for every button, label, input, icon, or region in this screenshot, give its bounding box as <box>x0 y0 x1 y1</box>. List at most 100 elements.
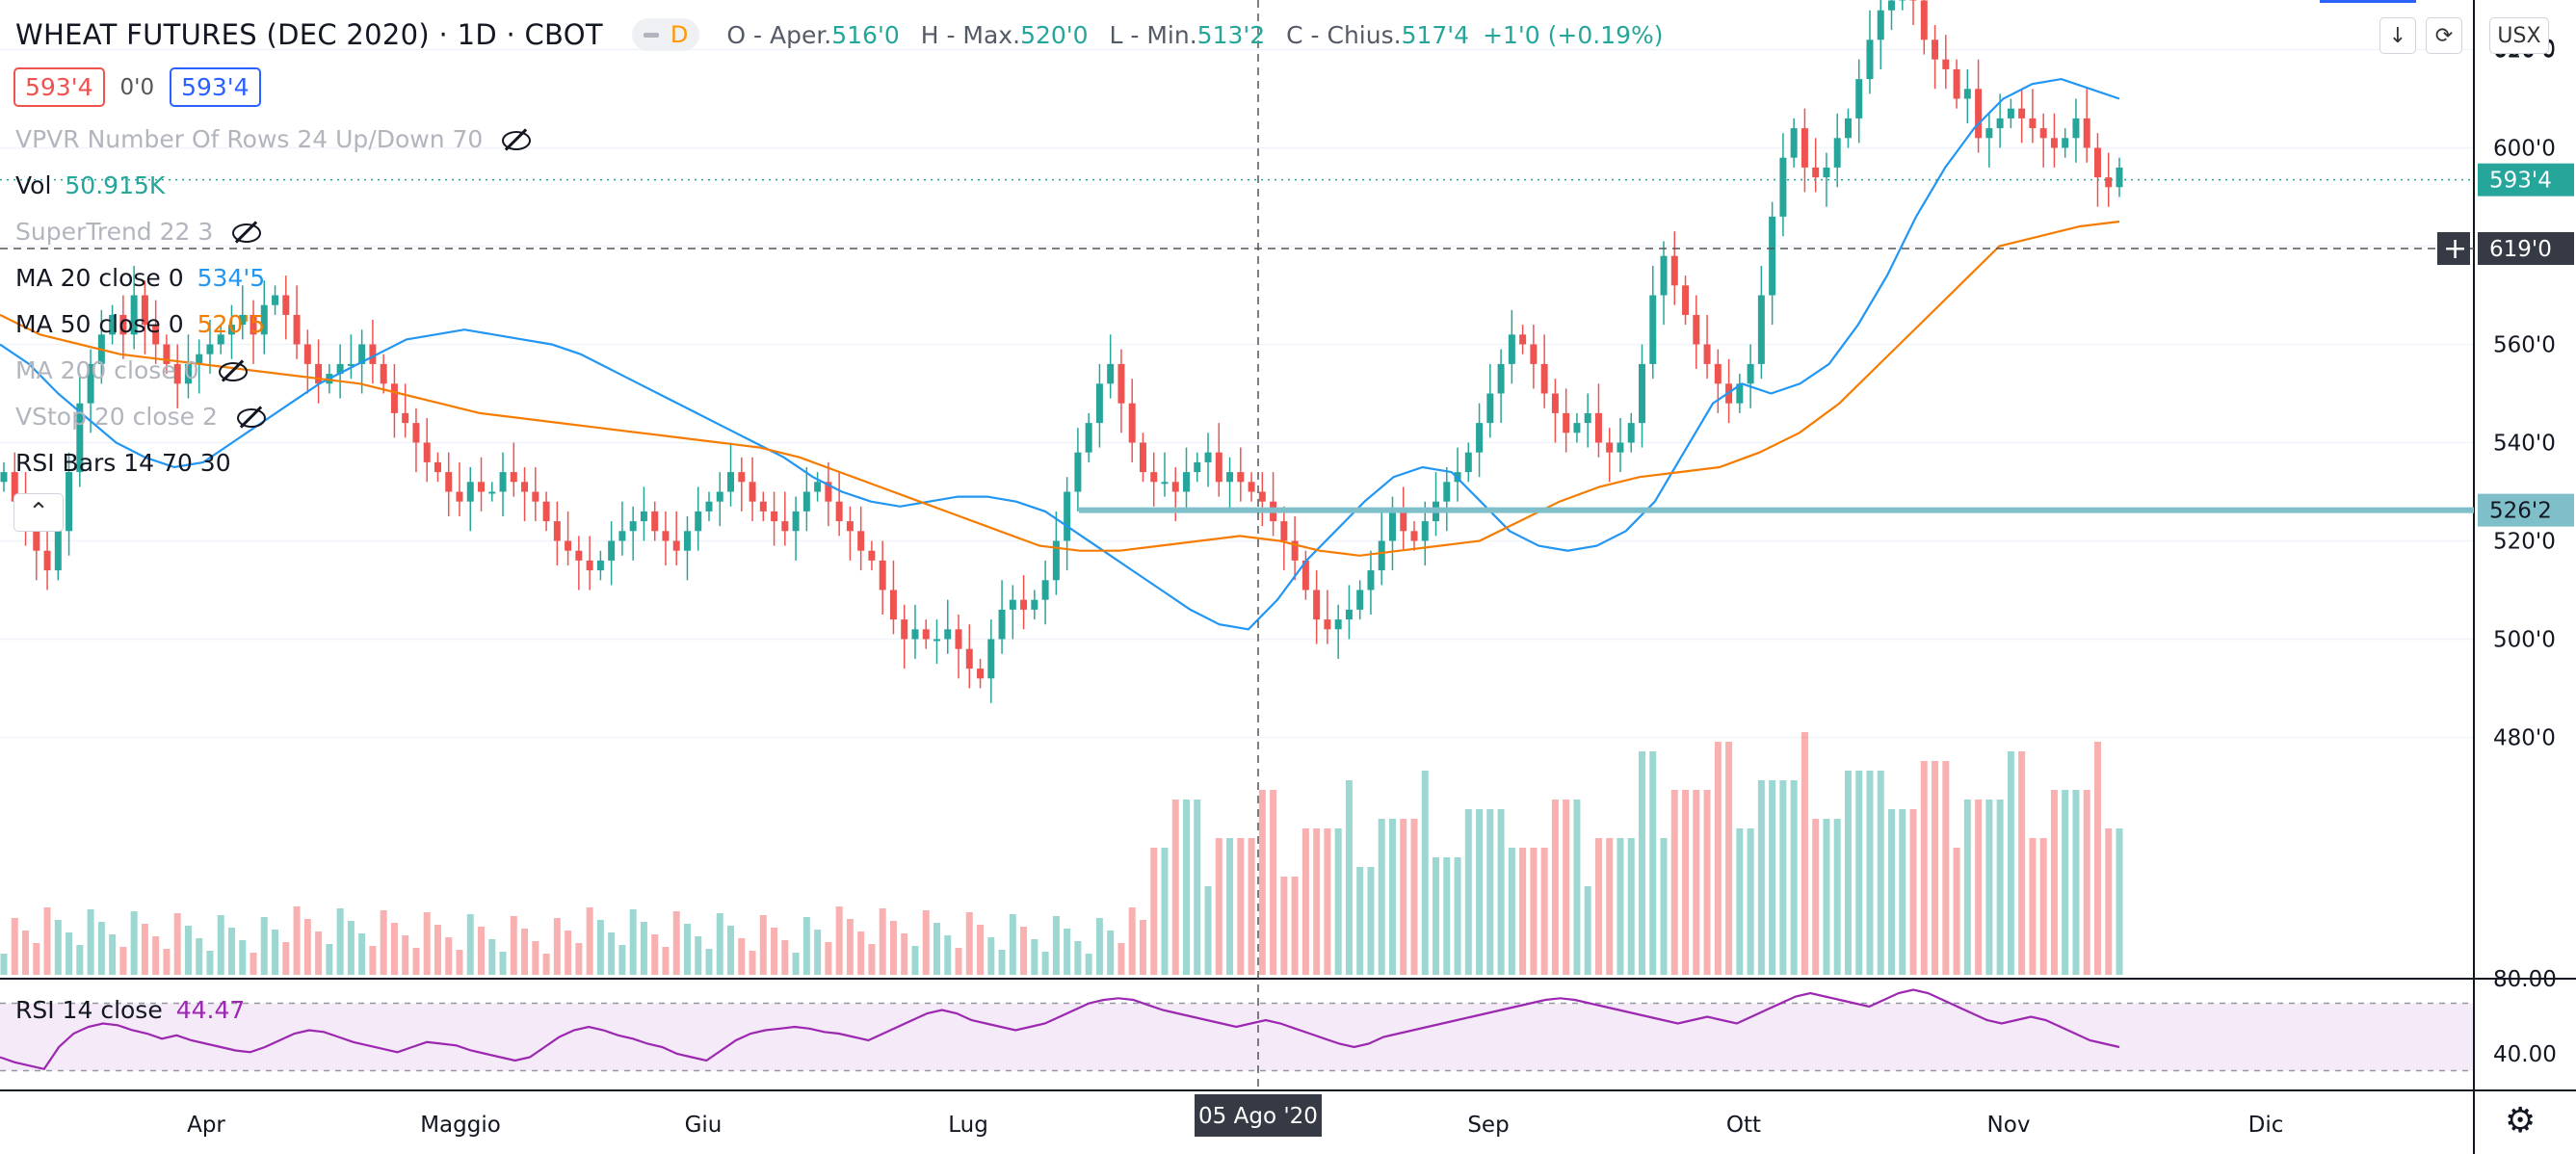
candle-body <box>1313 590 1321 620</box>
volume-bar <box>2018 751 2026 975</box>
volume-bar <box>1183 800 1190 975</box>
volume-bar <box>1963 800 1971 975</box>
candle-body <box>315 363 323 384</box>
volume-bar <box>456 950 463 975</box>
candle-body <box>2039 128 2047 139</box>
candle-body <box>1464 452 1472 473</box>
volume-bar <box>2062 790 2069 975</box>
candle-body <box>1107 363 1115 384</box>
legend-ma50[interactable]: MA 50 close 0 520'5 <box>15 310 265 338</box>
volume-bar <box>2039 838 2047 975</box>
candle-body <box>109 314 117 335</box>
candle-body <box>889 590 897 620</box>
legend-ma200[interactable]: MA 200 close 0 <box>15 356 250 384</box>
candle-body <box>1757 295 1765 364</box>
candle-body <box>173 363 181 384</box>
volume-bar <box>1226 838 1234 975</box>
candle-body <box>1301 560 1309 590</box>
gear-icon[interactable]: ⚙ <box>2505 1101 2537 1141</box>
ma20-value: 534'5 <box>197 264 266 292</box>
volume-bar <box>1400 819 1407 975</box>
candle-body <box>499 472 507 492</box>
currency-button[interactable]: USX <box>2489 17 2549 54</box>
bid-ask-row: 593'4 0'0 593'4 <box>13 67 261 107</box>
volume-bar <box>553 918 561 975</box>
candle-body <box>1769 216 1776 296</box>
candle-body <box>1888 0 1895 11</box>
ma50-value: 520'5 <box>197 310 266 338</box>
candle-body <box>846 521 854 532</box>
legend-vstop[interactable]: VStop 20 close 2 <box>15 403 268 431</box>
volume-bar <box>272 930 279 975</box>
legend-volume[interactable]: Vol 50.915K <box>15 171 165 199</box>
volume-bar <box>2116 828 2123 975</box>
volume-bar <box>326 944 333 975</box>
volume-bar <box>1313 828 1321 975</box>
volume-bar <box>944 935 952 975</box>
candle-body <box>250 314 257 335</box>
volume-bar <box>1920 761 1928 975</box>
eye-hidden-icon[interactable] <box>235 406 268 429</box>
eye-hidden-icon[interactable] <box>500 128 533 151</box>
candle-body <box>1877 10 1884 40</box>
candle-body <box>1823 167 1830 178</box>
download-button[interactable]: ↓ <box>2379 17 2416 54</box>
volume-bar <box>825 942 832 975</box>
buy-button[interactable]: 593'4 <box>170 67 261 107</box>
candle-body <box>1747 363 1754 384</box>
candle-body <box>922 629 930 640</box>
candle-body <box>944 629 952 640</box>
collapse-legend-button[interactable]: ⌃ <box>13 493 64 532</box>
volume-bar <box>1855 771 1863 975</box>
legend-rsibars[interactable]: RSI Bars 14 70 30 <box>15 449 231 477</box>
candle-body <box>532 491 539 502</box>
ma50-label: MA 50 close 0 <box>15 310 184 338</box>
legend-ma20[interactable]: MA 20 close 0 534'5 <box>15 264 265 292</box>
eye-hidden-icon[interactable] <box>217 359 250 382</box>
rsi-legend[interactable]: RSI 14 close 44.47 <box>15 996 245 1024</box>
legend-supertrend[interactable]: SuperTrend 22 3 <box>15 218 263 246</box>
candle-body <box>1117 363 1125 404</box>
candle-body <box>629 521 637 532</box>
close-label: C - Chius. <box>1286 20 1402 49</box>
candle-body <box>33 531 40 551</box>
candle-body <box>1551 393 1559 413</box>
refresh-icon: ⟳ <box>2434 23 2454 48</box>
rsi-band <box>0 1003 2474 1071</box>
candle-body <box>640 511 647 522</box>
candle-body <box>1703 344 1711 364</box>
top-accent <box>2320 0 2416 3</box>
candle-body <box>1660 255 1668 296</box>
interval-pill[interactable]: D <box>631 18 700 51</box>
candle-body <box>965 648 973 669</box>
crosshair-date-label: 05 Ago '20 <box>1198 1104 1318 1129</box>
candle-body <box>54 531 62 571</box>
volume-bar <box>1194 800 1201 975</box>
volume-bar <box>1301 828 1309 975</box>
arrow-down-icon: ↓ <box>2388 23 2407 48</box>
candle-body <box>1258 491 1266 502</box>
eye-hidden-icon[interactable] <box>230 221 263 244</box>
sell-button[interactable]: 593'4 <box>13 67 105 107</box>
volume-bar <box>1942 761 1950 975</box>
candle-body <box>43 550 51 571</box>
candle-body <box>1497 363 1505 394</box>
candle-body <box>542 501 550 522</box>
candle-body <box>1183 472 1190 492</box>
legend-vpvr[interactable]: VPVR Number Of Rows 24 Up/Down 70 <box>15 125 533 153</box>
restore-button[interactable]: ⟳ <box>2426 17 2462 54</box>
volume-bar <box>1551 800 1559 975</box>
low-label: L - Min. <box>1109 20 1197 49</box>
volume-bar <box>1486 809 1494 975</box>
volume-bar <box>1932 761 1939 975</box>
candle-body <box>1563 412 1570 433</box>
candle-body <box>1280 521 1288 541</box>
volume-bar <box>629 909 637 975</box>
symbol-title[interactable]: WHEAT FUTURES (DEC 2020) · 1D · CBOT <box>15 18 603 51</box>
candle-body <box>488 491 496 494</box>
volume-bar <box>206 951 214 975</box>
candle-body <box>955 629 962 649</box>
candle-body <box>1627 423 1635 443</box>
open-value: 516'0 <box>831 20 900 49</box>
